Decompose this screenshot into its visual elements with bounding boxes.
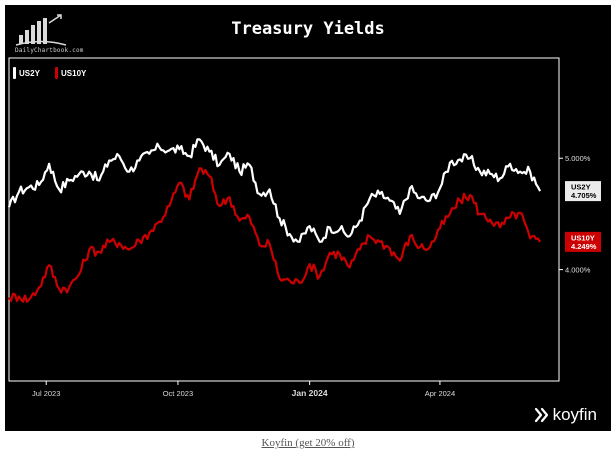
last-value-tag-name: US2Y [571,183,591,192]
koyfin-brand: koyfin [534,405,597,425]
x-tick-label: Oct 2023 [163,389,193,398]
legend-label-us10y: US10Y [61,68,87,78]
x-tick-label: Jan 2024 [292,388,328,398]
daily-chartbook-logo: DailyChartbook.com [13,13,83,59]
y-tick-label: 4.000% [565,266,591,275]
last-value-tag-value: 4.705% [571,191,597,200]
legend-label-us2y: US2Y [19,68,40,78]
koyfin-logo-icon [534,407,548,423]
chart-card: 4.000% 5.000% Jul 2023 Oct 2023 Jan 2024 Apr … [5,5,611,431]
series-line-us10y [8,167,542,303]
series-layer [7,138,542,303]
legend-item-us10y: US10Y [55,65,86,81]
series-line-us2y [7,138,542,243]
last-value-tag-bg [565,231,601,252]
legend-swatch-us2y [13,67,16,79]
last-value-tag-bg [565,181,601,202]
legend-item-us2y: US2Y [13,65,40,81]
legend-swatch-us10y [55,67,58,79]
plot-area-border [8,57,560,382]
x-tick-label: Jul 2023 [32,389,60,398]
logo-text: DailyChartbook.com [15,47,84,54]
y-tick-label: 5.000% [565,154,591,163]
chart-svg: 4.000% 5.000% Jul 2023 Oct 2023 Jan 2024 Apr … [7,57,601,398]
bar-chart-logo-icon [15,14,67,46]
chart-title: Treasury Yields [231,19,385,39]
last-value-tag-name: US10Y [571,233,595,242]
koyfin-brand-text: koyfin [552,405,597,424]
last-value-tag-value: 4.249% [571,242,597,251]
x-tick-label: Apr 2024 [425,389,455,398]
tick-layer: 4.000% 5.000% Jul 2023 Oct 2023 Jan 2024 Apr … [32,154,591,398]
koyfin-affiliate-link[interactable]: Koyfin (get 20% off) [261,437,355,449]
